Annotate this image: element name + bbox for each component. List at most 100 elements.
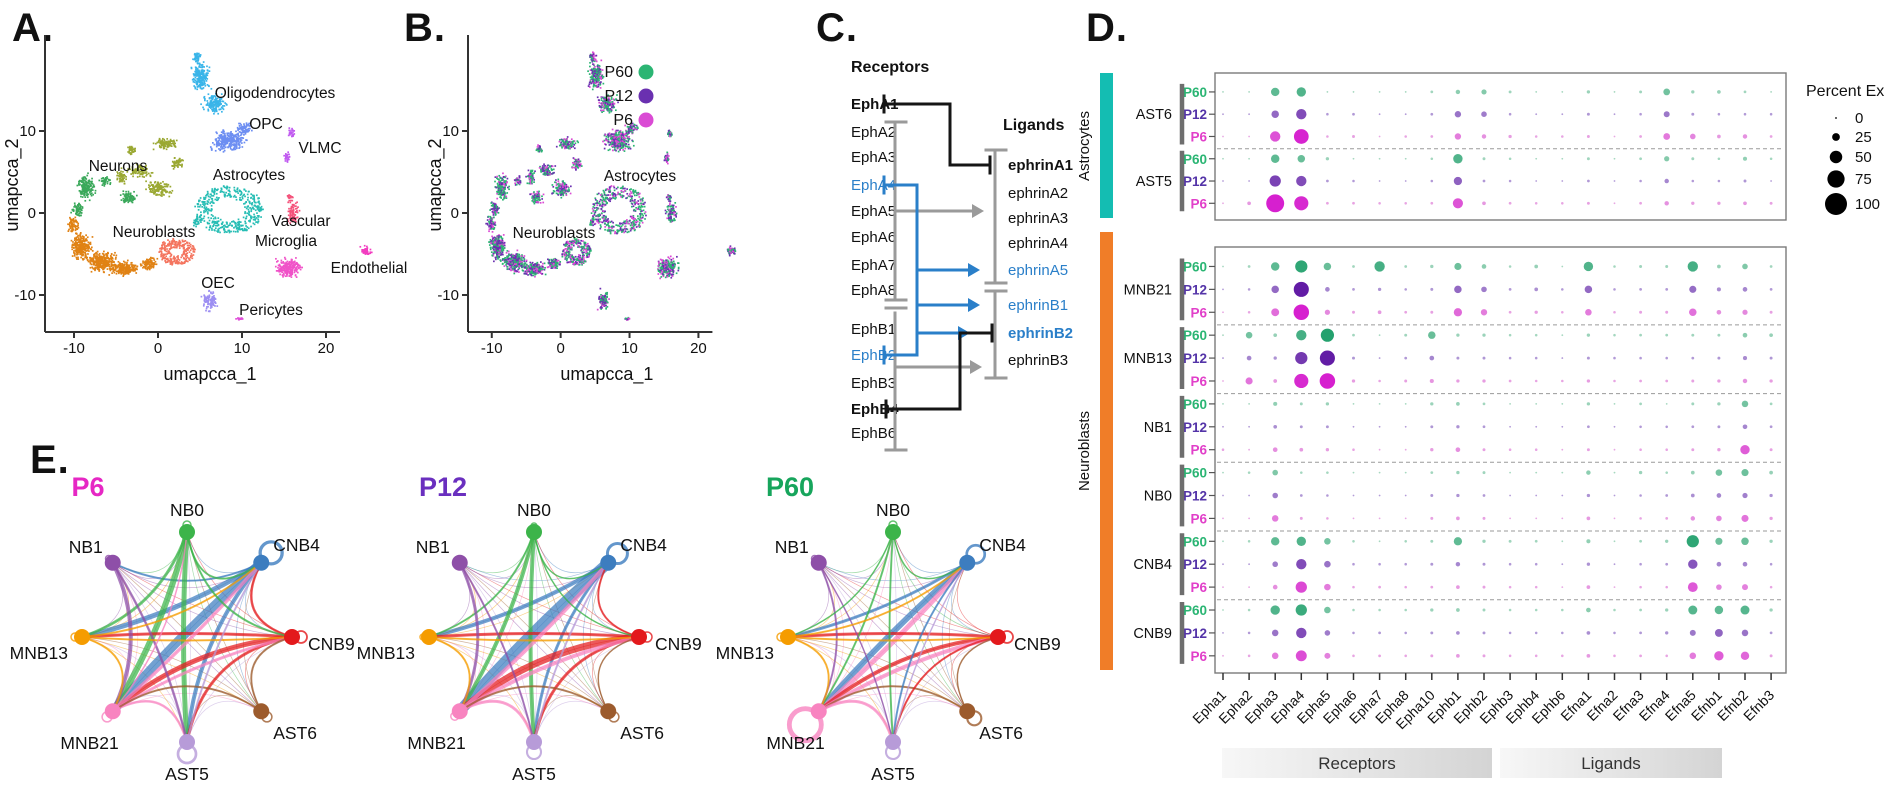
- expression-dot: [1272, 492, 1278, 499]
- network-node-label: MNB21: [766, 733, 824, 753]
- expression-dot: [1273, 356, 1277, 360]
- expression-dot: [1482, 157, 1486, 161]
- expression-dot: [1769, 562, 1773, 566]
- expression-dot: [1508, 310, 1512, 314]
- expression-dot: [1613, 517, 1616, 520]
- expression-dot: [1378, 379, 1381, 383]
- expression-dot: [1404, 631, 1407, 635]
- y-axis-label: umapcca_2: [2, 138, 23, 231]
- expression-dot: [1456, 493, 1460, 498]
- expression-dot: [1324, 538, 1331, 545]
- expression-dot: [1509, 402, 1511, 405]
- expression-dot: [1248, 180, 1250, 182]
- row-timepoint-label: P6: [1190, 196, 1207, 211]
- expression-dot: [1691, 402, 1695, 406]
- network-node-label: MNB13: [10, 643, 68, 663]
- expression-dot: [1665, 562, 1669, 566]
- expression-dot: [1481, 264, 1487, 269]
- expression-dot: [1717, 448, 1721, 452]
- percent-legend-dot: [1835, 117, 1837, 119]
- panel-e-network-diagrams: P6 NB0 CNB4 CNB9 AST6 AST5 MNB21 MNB13 NB1 P12 NB0…: [10, 472, 1061, 784]
- network-node-label: AST5: [871, 764, 915, 784]
- expression-dot: [1455, 89, 1461, 95]
- receptor-label: EphA8: [851, 282, 896, 299]
- expression-dot: [1482, 356, 1486, 360]
- expression-dot: [1430, 494, 1434, 497]
- panel-b-umap-timepoints: 10 0 -10 -10 0 10 20 umapcca_1 umapcca_2 Astrocyt…: [425, 35, 737, 385]
- expression-dot: [1769, 516, 1773, 521]
- y-tick-label: 0: [28, 205, 36, 222]
- expression-dot: [1248, 563, 1250, 566]
- expression-dot: [1272, 469, 1278, 476]
- expression-dot: [1271, 110, 1279, 118]
- expression-dot: [1742, 263, 1748, 270]
- expression-dot: [1248, 91, 1250, 93]
- network-title: P6: [71, 472, 104, 502]
- percent-legend-dot: [1832, 133, 1840, 141]
- expression-dot: [1665, 654, 1668, 658]
- network-node: [780, 629, 796, 645]
- expression-dot: [1743, 90, 1747, 94]
- expression-dot: [1534, 287, 1539, 292]
- expression-dot: [1508, 90, 1512, 94]
- expression-dot: [1665, 517, 1669, 520]
- expression-dot: [1270, 605, 1280, 615]
- expression-dot: [1508, 333, 1512, 337]
- cluster-name-label: CNB9: [1133, 626, 1172, 642]
- panel-c-receptor-ligand-diagram: ReceptorsLigandsEphA1EphA2EphA3EphA4EphA…: [851, 59, 1073, 452]
- expression-dot: [1613, 379, 1616, 383]
- expression-dot: [1740, 651, 1750, 661]
- expression-dot: [1534, 310, 1538, 314]
- expression-dot: [1534, 333, 1538, 337]
- network-edge: [458, 562, 535, 743]
- network-node: [253, 703, 270, 720]
- expression-dot: [1296, 627, 1307, 639]
- row-timepoint-label: P60: [1183, 152, 1207, 167]
- expression-dot: [1378, 113, 1381, 116]
- expression-dot: [1717, 333, 1721, 337]
- expression-dot: [1665, 402, 1668, 405]
- expression-dot: [1613, 180, 1616, 182]
- expression-dot: [1586, 631, 1591, 635]
- row-timepoint-label: P6: [1190, 129, 1207, 144]
- expression-dot: [1664, 201, 1669, 206]
- expression-dot: [1326, 135, 1329, 138]
- expression-dot: [1430, 516, 1434, 520]
- expression-dot: [1453, 176, 1463, 186]
- expression-dot: [1482, 631, 1486, 635]
- cluster-name-label: AST5: [1136, 174, 1172, 190]
- expression-dot: [1716, 493, 1722, 498]
- expression-dot: [1482, 585, 1486, 589]
- axis-group-bar: [1222, 748, 1492, 778]
- network-edge: [818, 562, 999, 638]
- expression-dot: [1296, 536, 1307, 547]
- row-timepoint-label: P12: [1183, 351, 1207, 366]
- row-timepoint-label: P12: [1183, 282, 1207, 297]
- expression-dot: [1352, 654, 1355, 658]
- receptor-label: EphA5: [851, 203, 896, 220]
- expression-dot: [1561, 517, 1564, 520]
- expression-dot: [1584, 285, 1593, 294]
- expression-dot: [1222, 517, 1224, 520]
- expression-dot: [1690, 516, 1696, 521]
- expression-dot: [1352, 157, 1355, 160]
- expression-dot: [1586, 516, 1591, 521]
- expression-dot: [1740, 605, 1750, 615]
- expression-dot: [1378, 180, 1381, 182]
- expression-dot: [1222, 135, 1224, 138]
- network-edge: [888, 531, 894, 743]
- network-edge: [81, 561, 262, 638]
- expression-dot: [1378, 135, 1381, 138]
- expression-dot: [1247, 201, 1251, 206]
- expression-dot: [1454, 285, 1462, 294]
- expression-dot: [1404, 113, 1407, 116]
- x-tick-label: 20: [318, 340, 335, 357]
- expression-dot: [1508, 585, 1512, 589]
- network-edge: [528, 531, 536, 743]
- expression-dot: [1430, 654, 1434, 658]
- network-node-label: NB0: [876, 500, 910, 520]
- expression-dot: [1639, 425, 1642, 429]
- expression-dot: [1665, 356, 1668, 360]
- expression-dot: [1509, 425, 1511, 428]
- network-edge: [533, 562, 610, 743]
